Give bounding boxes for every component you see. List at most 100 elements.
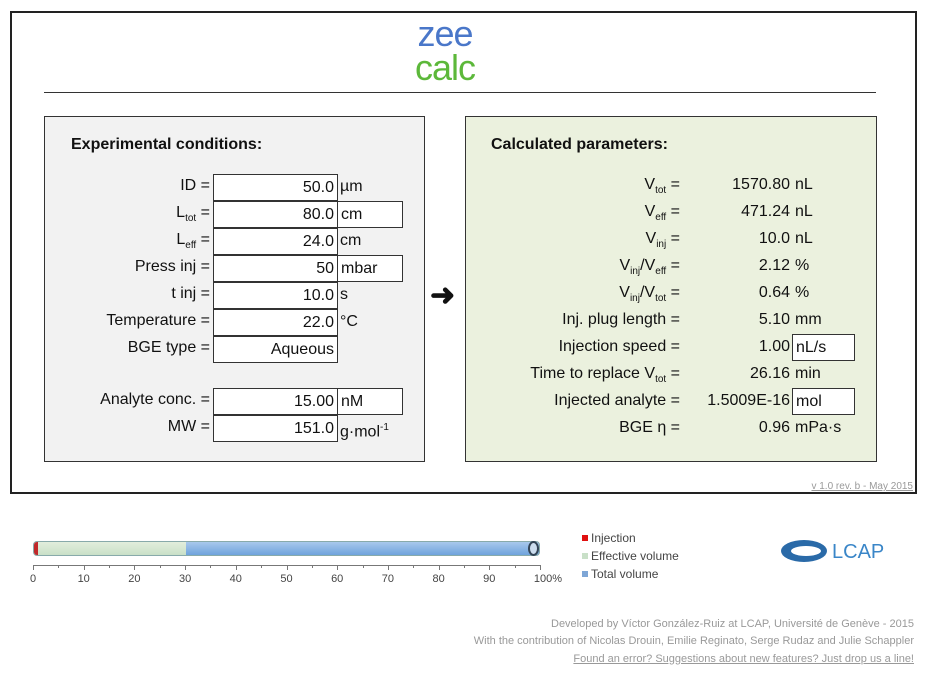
app-frame — [10, 11, 917, 494]
label-part: tot — [655, 293, 667, 305]
label-part: BGE η = — [619, 419, 680, 436]
unit-label[interactable]: cm — [337, 201, 403, 228]
unit-label: mPa·s — [795, 419, 842, 436]
label-part: µm — [340, 178, 363, 195]
axis-tick — [109, 565, 111, 568]
axis-tick — [413, 565, 415, 568]
label-part: V — [619, 284, 630, 301]
label-part: eff — [655, 212, 667, 224]
axis-tick — [33, 565, 34, 570]
unit-select[interactable]: mol — [792, 388, 855, 415]
unit-label[interactable]: mbar — [337, 255, 403, 282]
axis-tick — [540, 565, 541, 570]
tick-label: 90 — [483, 573, 496, 585]
param-value: 5.10 — [758, 311, 790, 328]
axis-tick — [286, 565, 288, 570]
injection-segment — [34, 542, 39, 555]
param-label: Inj. plug length = — [470, 311, 680, 329]
input-field[interactable]: 80.0 — [213, 201, 338, 228]
version-link[interactable]: v 1.0 rev. b - May 2015 — [811, 481, 913, 492]
input-field[interactable]: 151.0 — [213, 415, 338, 442]
legend-total: Total volume — [582, 567, 658, 581]
axis-tick — [337, 565, 339, 570]
effective-volume-segment — [34, 542, 186, 555]
tick-label: 70 — [381, 573, 395, 585]
label-part: = — [666, 176, 680, 193]
footer-credit: Developed by Víctor González-Ruiz at LCA… — [551, 618, 914, 630]
param-value: 1570.80 — [732, 176, 790, 193]
label-part: /V — [639, 284, 656, 301]
unit-select[interactable]: nL/s — [792, 334, 855, 361]
label-part: L — [176, 204, 186, 221]
legend-swatch — [582, 571, 588, 577]
input-field[interactable]: 22.0 — [213, 309, 338, 336]
param-label: Injected analyte = — [470, 392, 680, 410]
param-label: Time to replace Vtot = — [470, 365, 680, 385]
axis-tick — [235, 565, 237, 570]
tick-label: 100% — [533, 573, 563, 585]
unit-label: s — [337, 282, 403, 309]
unit-label[interactable]: nM — [337, 388, 403, 415]
param-value: 0.64 — [758, 284, 790, 301]
axis-tick — [185, 565, 187, 570]
field-label: ID = — [180, 177, 210, 194]
label-part: s — [340, 286, 348, 303]
field-label: MW = — [167, 418, 210, 435]
field-label: t inj = — [171, 285, 210, 302]
input-field[interactable]: 50 — [213, 255, 338, 282]
input-field[interactable]: 10.0 — [213, 282, 338, 309]
input-field[interactable]: Aqueous — [213, 336, 338, 363]
field-label: Ltot = — [50, 204, 210, 224]
param-label: Vtot = — [470, 176, 680, 196]
axis-tick — [489, 565, 491, 570]
label-part: cm — [341, 206, 363, 223]
legend-effective: Effective volume — [582, 549, 679, 563]
label-part: = — [196, 204, 210, 221]
label-part: Injection speed = — [558, 338, 680, 355]
axis-tick — [311, 565, 313, 568]
param-label: Injection speed = — [470, 338, 680, 356]
unit-label: g·mol-1 — [337, 415, 403, 442]
volume-bar — [33, 541, 540, 556]
lcap-logo-text: LCAP — [832, 541, 884, 563]
field-label: BGE type = — [127, 339, 210, 356]
label-part: = — [666, 365, 680, 382]
param-label: Veff = — [470, 203, 680, 223]
logo-line1: zee — [417, 13, 473, 54]
axis-tick — [261, 565, 263, 568]
param-value: 0.96 — [758, 419, 790, 436]
axis-tick — [362, 565, 364, 568]
label-part: cm — [340, 232, 362, 249]
legend-label: Effective volume — [591, 549, 679, 563]
input-field[interactable]: 15.00 — [213, 388, 338, 415]
tick-label: 60 — [331, 573, 344, 585]
unit-label: % — [795, 257, 810, 274]
label-part: tot — [185, 213, 197, 225]
input-field[interactable]: 50.0 — [213, 174, 338, 201]
legend-injection: Injection — [582, 531, 636, 545]
axis-tick — [58, 565, 60, 568]
label-part: inj — [656, 239, 667, 251]
label-part: nM — [341, 393, 364, 410]
unit-label: min — [795, 365, 821, 382]
tick-label: 40 — [229, 573, 242, 585]
label-part: V — [644, 176, 656, 193]
input-field[interactable]: 24.0 — [213, 228, 338, 255]
footer-contributors: With the contribution of Nicolas Drouin,… — [473, 635, 914, 647]
axis-tick — [463, 565, 465, 568]
label-part: Injected analyte = — [554, 392, 680, 409]
axis-tick — [387, 565, 389, 570]
param-value: 26.16 — [749, 365, 790, 382]
footer-feedback-link[interactable]: Found an error? Suggestions about new fe… — [573, 653, 914, 665]
label-part: °C — [340, 313, 358, 330]
axis-tick — [438, 565, 440, 570]
param-value: 2.12 — [758, 257, 790, 274]
param-value: 471.24 — [741, 203, 790, 220]
label-part: = — [196, 231, 210, 248]
param-label: BGE η = — [470, 419, 680, 437]
unit-label: nL — [795, 230, 813, 247]
tick-label: 20 — [128, 573, 141, 585]
tick-label: 10 — [77, 573, 90, 585]
field-label: Temperature = — [106, 312, 210, 329]
param-value: 10.0 — [758, 230, 790, 247]
